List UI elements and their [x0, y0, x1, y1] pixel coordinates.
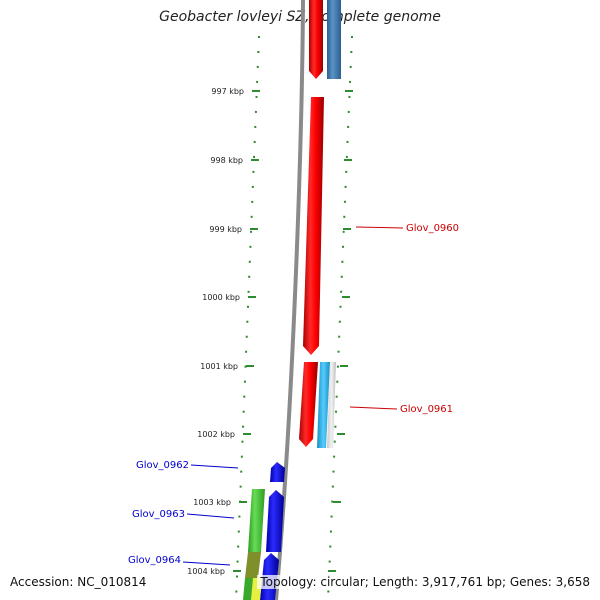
tick-label: 1000 kbp — [202, 293, 240, 302]
gene-labels: Glov_0960 Glov_0961 Glov_0962 Glov_0963 Glov… — [128, 223, 459, 566]
gene-callout-line — [190, 464, 239, 469]
gene-feature-green — [248, 489, 265, 552]
gene-feature-glov-0961 — [299, 362, 318, 447]
ruler-ticks: 997 kbp 998 kbp 999 kbp 1000 kbp 1001 kbp 100… — [187, 87, 353, 576]
gene-label[interactable]: Glov_0963 — [132, 509, 185, 520]
tick-label: 1002 kbp — [197, 430, 235, 439]
gene-feature-glov-0963 — [266, 490, 284, 552]
gene-label[interactable]: Glov_0964 — [128, 555, 181, 566]
gene-feature-glov-0962 — [270, 462, 285, 482]
tick-label: 997 kbp — [211, 87, 244, 96]
genome-summary-text: Topology: circular; Length: 3,917,761 bp… — [257, 575, 593, 589]
gene-feature-red-top — [309, 0, 323, 79]
gene-callout-line — [349, 406, 398, 410]
accession-text: Accession: NC_010814 — [7, 575, 150, 589]
gene-feature-olive — [245, 552, 261, 578]
gene-label[interactable]: Glov_0962 — [136, 460, 189, 471]
ruler-dotted-line-right — [327, 35, 353, 600]
tick-label: 999 kbp — [209, 225, 242, 234]
map-title: Geobacter lovleyi SZ, complete genome — [159, 9, 441, 25]
tick-label: 1004 kbp — [187, 567, 225, 576]
gene-feature-glov-0960 — [303, 97, 324, 355]
tick-label: 1003 kbp — [193, 498, 231, 507]
gene-label[interactable]: Glov_0961 — [400, 404, 453, 415]
gene-feature-steelblue-top — [327, 0, 341, 79]
gene-callout-line — [186, 513, 235, 519]
tick-label: 998 kbp — [210, 156, 243, 165]
gene-callout-line — [182, 561, 231, 566]
tick-label: 1001 kbp — [200, 362, 238, 371]
gene-label[interactable]: Glov_0960 — [406, 223, 459, 234]
gene-callout-line — [355, 226, 404, 229]
gene-feature-grey — [327, 362, 336, 448]
gene-feature-cyan — [317, 362, 330, 448]
